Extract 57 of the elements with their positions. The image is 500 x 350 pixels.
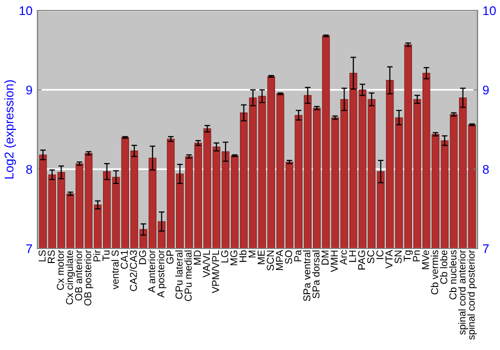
x-tick-label: A anterior [148,250,156,293]
y2-tick-label: 9 [482,86,489,94]
x-tick-label: IC [376,250,384,259]
x-tick-label: VA/VL [202,250,210,278]
x-tick-label: LG [221,250,228,262]
x-tick-label: Tu [102,250,110,261]
x-tick-label: Arc [340,250,347,265]
x-tick-label: DG [138,250,146,264]
x-tick-label: Pn [412,250,420,262]
x-tick-label: MG [230,250,238,266]
y-tick-label: 10 [20,6,32,16]
y-tick-label: 9 [26,86,32,94]
x-tick-label: SPa ventral [303,250,310,302]
x-tick-label: ME [258,250,265,264]
x-tick-label: MPA [276,250,283,270]
x-tick-label: LH [349,250,356,262]
x-tick-label: Pa [294,250,302,262]
y-axis-title: Log2 (expression) [4,80,16,178]
x-tick-label: M [248,250,256,258]
x-tick-label: Hb [239,250,246,262]
x-tick-label: Cx cingulate [66,250,76,304]
y2-tick-label: 7 [483,244,489,254]
x-tick-label: Cx motor [56,250,64,290]
y-tick-label: 7 [26,244,32,254]
x-tick-label: Cb vermis [430,250,438,294]
y2-tick-label: 8 [482,164,489,174]
x-tick-label: CPu lateral [175,250,183,299]
x-tick-label: ventral S [111,250,119,290]
y2-tick-label: 10 [483,6,496,16]
x-tick-label: OB posterior [84,250,94,306]
x-tick-label: RS [48,250,55,263]
x-tick-label: GP [166,250,174,264]
x-tick-label: spinal cord posterior [467,250,477,340]
x-tick-label: SCN [266,250,274,271]
x-tick-label: spinal cord anterior [458,250,468,335]
x-tick-label: Pir [93,250,100,262]
x-tick-label: VMH [330,250,338,272]
x-tick-label: VTA [386,250,392,269]
y-tick-label: 8 [26,164,32,174]
x-tick-label: DM [322,250,329,265]
x-tick-label: OB anterior [74,250,82,301]
x-tick-label: PAG [358,250,366,270]
x-tick-label: SPa dorsal [312,250,320,298]
x-tick-label: MVe [422,250,430,270]
x-tick-label: Cb nucleus [449,250,456,300]
x-tick-label: CA2/CA3 [130,250,137,292]
x-tick-label: Cb lobe [440,250,448,284]
x-tick-label: A posterior [156,250,166,298]
x-tick-label: CA1 [120,250,128,269]
x-tick-label: CPu medial [184,250,192,302]
x-tick-label: SN [394,250,402,264]
x-tick-label: MD [194,250,201,265]
x-tick-label: VPM/VPL [212,250,220,294]
x-tick-label: SC [367,250,374,264]
x-tick-label: LS [38,250,46,262]
x-tick-label: SO [285,250,292,264]
x-tick-label: Tg [404,250,413,262]
